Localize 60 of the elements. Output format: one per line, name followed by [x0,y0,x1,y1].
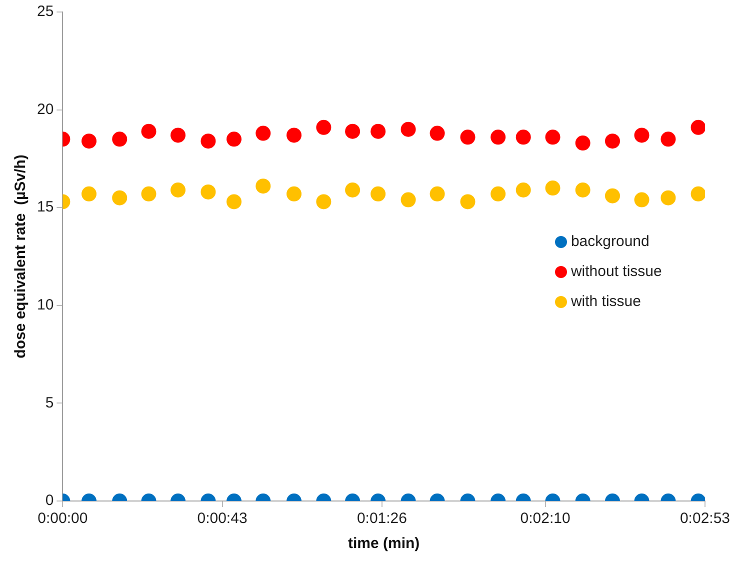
point [170,128,186,143]
y-tick-label: 25 [36,3,54,20]
point [690,120,705,135]
point [286,186,302,202]
point [604,134,620,149]
point [112,190,128,206]
point [200,134,216,149]
point [226,132,242,147]
point [256,178,271,194]
point [634,128,650,143]
x-tick-label: 0:02:10 [520,510,570,528]
point [82,134,97,149]
point [490,130,506,145]
point [316,194,332,210]
point [286,128,302,143]
point [575,182,590,198]
legend-label: without tissue [570,263,662,280]
point [345,182,360,198]
point [82,186,97,202]
y-tick-label: 5 [45,394,54,412]
point [400,122,416,137]
point [226,194,242,210]
point [575,136,590,151]
point [400,192,416,208]
point [660,190,676,206]
point [370,124,386,139]
x-tick-label: 0:00:00 [38,510,88,528]
point [660,132,676,147]
y-tick-label: 15 [36,198,54,216]
point [316,120,332,135]
x-tick-label: 0:02:53 [680,510,730,528]
point [545,180,560,196]
point [370,186,386,202]
point [516,182,531,198]
x-tick-label: 0:00:43 [197,510,248,528]
point [141,124,156,139]
point [112,132,128,147]
x-axis-title: time (min) [348,535,420,552]
point [490,186,506,202]
y-tick-label: 0 [45,492,54,510]
y-axis-title: dose equivalent rate (µSv/h) [12,154,30,358]
point [430,186,445,202]
point [460,194,476,210]
point [345,124,360,139]
point [604,188,620,204]
point [200,184,216,200]
point [170,182,186,198]
point [690,186,705,202]
x-tick-label: 0:01:26 [356,510,407,528]
legend-label: with tissue [570,293,641,310]
point [545,130,560,145]
legend-label: background [570,233,650,250]
point [634,192,650,208]
point [516,130,531,145]
point [430,126,445,141]
y-tick-label: 20 [36,100,54,118]
point [460,130,476,145]
y-tick-label: 10 [36,296,54,314]
point [256,126,271,141]
point [141,186,156,202]
